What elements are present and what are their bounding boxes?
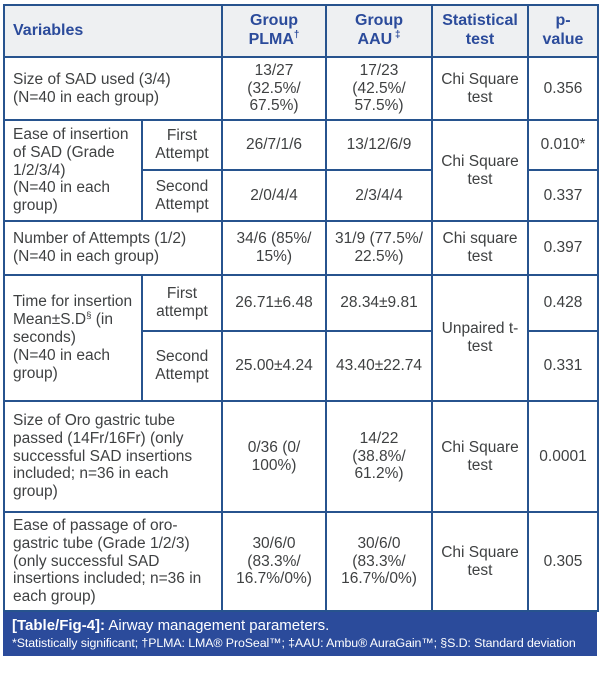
aau-value-cell: 31/9 (77.5%/ 22.5%) <box>325 220 433 276</box>
table-row-ogt-size: Size of Oro gastric tube passed (14Fr/16… <box>3 400 599 513</box>
aau-value-cell: 14/22 (38.8%/ 61.2%) <box>325 400 433 513</box>
attempt-label-cell: Second Attempt <box>141 330 223 402</box>
table-row-ogt-ease: Ease of passage of oro-gastric tube (Gra… <box>3 511 599 612</box>
plma-value-cell: 2/0/4/4 <box>221 169 327 222</box>
p-value-cell: 0.0001 <box>527 400 599 513</box>
table-row-insertion-time-first: Time for insertion Mean±S.D§ (in seconds… <box>3 274 599 402</box>
aau-value-cell: 30/6/0 (83.3%/ 16.7%/0%) <box>325 511 433 612</box>
column-header-group-plma: Group PLMA† <box>221 4 327 58</box>
table-figure: Variables Group PLMA† Group AAU ‡ Statis… <box>3 4 599 656</box>
attempt-label-cell: First attempt <box>141 274 223 332</box>
p-value-cell: 0.010* <box>527 119 599 171</box>
attempt-label-cell: First Attempt <box>141 119 223 171</box>
variable-cell: Time for insertion Mean±S.D§ (in seconds… <box>3 274 143 402</box>
column-header-variables: Variables <box>3 4 223 58</box>
plma-value-cell: 30/6/0 (83.3%/ 16.7%/0%) <box>221 511 327 612</box>
aau-value-cell: 43.40±22.74 <box>325 330 433 402</box>
caption-label: [Table/Fig-4]: <box>12 617 106 634</box>
plma-value-cell: 0/36 (0/ 100%) <box>221 400 327 513</box>
variable-text: Time for insertion Mean±S.D <box>13 293 133 329</box>
aau-value-cell: 2/3/4/4 <box>325 169 433 222</box>
statistical-test-cell: Chi Square test <box>431 400 529 513</box>
attempt-label-cell: Second Attempt <box>141 169 223 222</box>
statistical-test-cell: Chi square test <box>431 220 529 276</box>
table-row-ease-insertion-second: Second Attempt 2/0/4/4 2/3/4/4 0.337 <box>4 169 599 222</box>
plma-value-cell: 34/6 (85%/ 15%) <box>221 220 327 276</box>
caption-text: Airway management parameters. <box>108 617 330 634</box>
variable-cell: Ease of passage of oro-gastric tube (Gra… <box>3 511 223 612</box>
variable-cell: Ease of insertion of SAD (Grade 1/2/3/4)… <box>3 119 143 222</box>
column-header-p-value: p- value <box>527 4 599 58</box>
plma-value-cell: 26.71±6.48 <box>221 274 327 332</box>
column-header-statistical-test: Statistical test <box>431 4 529 58</box>
caption-footnote: *Statistically significant; †PLMA: LMA® … <box>12 636 576 650</box>
statistical-test-cell: Unpaired t-test <box>431 274 529 402</box>
header-row: Variables Group PLMA† Group AAU ‡ Statis… <box>3 4 599 58</box>
variable-text: (in seconds) (N=40 in each group) <box>13 311 114 382</box>
statistical-test-cell: Chi Square test <box>431 56 529 121</box>
table-caption-bar: [Table/Fig-4]: Airway management paramet… <box>3 612 597 656</box>
statistical-test-cell: Chi Square test <box>431 511 529 612</box>
table-row-ease-insertion-first: Ease of insertion of SAD (Grade 1/2/3/4)… <box>3 119 599 222</box>
p-value-cell: 0.397 <box>527 220 599 276</box>
column-header-group-aau: Group AAU ‡ <box>325 4 433 58</box>
group-plma-label: Group PLMA <box>248 12 298 48</box>
p-value-cell: 0.305 <box>527 511 599 612</box>
dagger-superscript: † <box>293 29 300 41</box>
statistical-test-cell: Chi Square test <box>431 119 529 222</box>
variable-cell: Size of SAD used (3/4) (N=40 in each gro… <box>3 56 223 121</box>
plma-value-cell: 13/27 (32.5%/ 67.5%) <box>221 56 327 121</box>
table-row-insertion-time-second: Second Attempt 25.00±4.24 43.40±22.74 0.… <box>4 330 599 402</box>
variable-cell: Size of Oro gastric tube passed (14Fr/16… <box>3 400 223 513</box>
airway-parameters-table: Variables Group PLMA† Group AAU ‡ Statis… <box>3 4 599 612</box>
section-superscript: § <box>86 309 92 321</box>
caption-title: [Table/Fig-4]: Airway management paramet… <box>12 617 588 634</box>
aau-value-cell: 13/12/6/9 <box>325 119 433 171</box>
p-value-cell: 0.331 <box>527 330 599 402</box>
plma-value-cell: 26/7/1/6 <box>221 119 327 171</box>
table-row-number-of-attempts: Number of Attempts (1/2) (N=40 in each g… <box>3 220 599 276</box>
variable-cell: Number of Attempts (1/2) (N=40 in each g… <box>3 220 223 276</box>
table-row-sad-size: Size of SAD used (3/4) (N=40 in each gro… <box>3 56 599 121</box>
p-value-cell: 0.428 <box>527 274 599 332</box>
group-aau-label: Group AAU <box>355 12 403 48</box>
p-value-cell: 0.337 <box>527 169 599 222</box>
p-value-cell: 0.356 <box>527 56 599 121</box>
aau-value-cell: 28.34±9.81 <box>325 274 433 332</box>
aau-value-cell: 17/23 (42.5%/ 57.5%) <box>325 56 433 121</box>
double-dagger-superscript: ‡ <box>392 29 401 41</box>
plma-value-cell: 25.00±4.24 <box>221 330 327 402</box>
